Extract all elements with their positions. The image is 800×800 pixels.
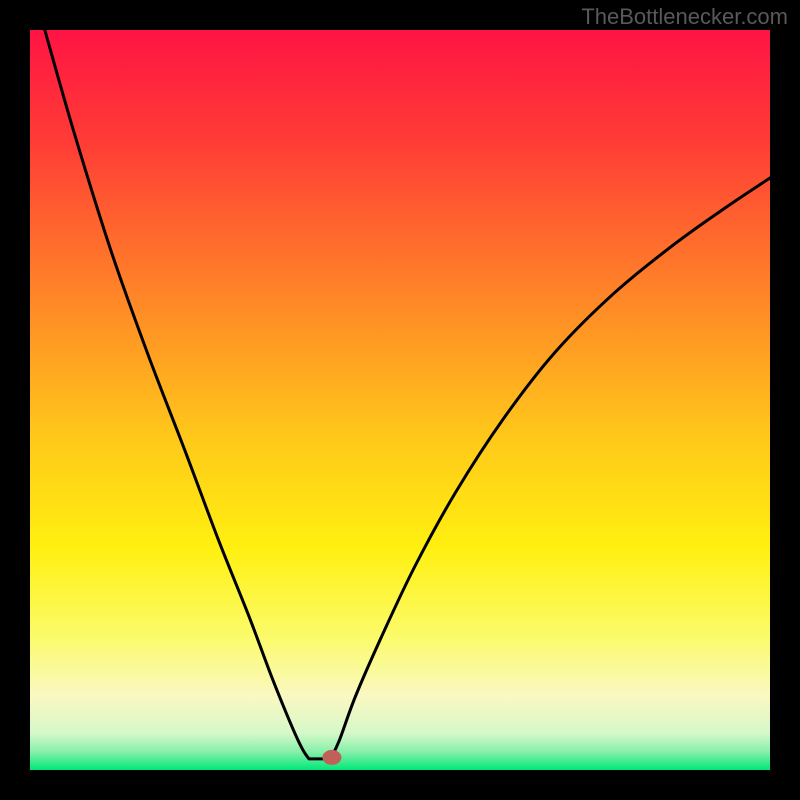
chart-svg [0,0,800,800]
watermark-text: TheBottlenecker.com [581,4,788,30]
chart-container: TheBottlenecker.com [0,0,800,800]
plot-background [30,30,770,770]
optimal-point-marker [323,750,341,764]
